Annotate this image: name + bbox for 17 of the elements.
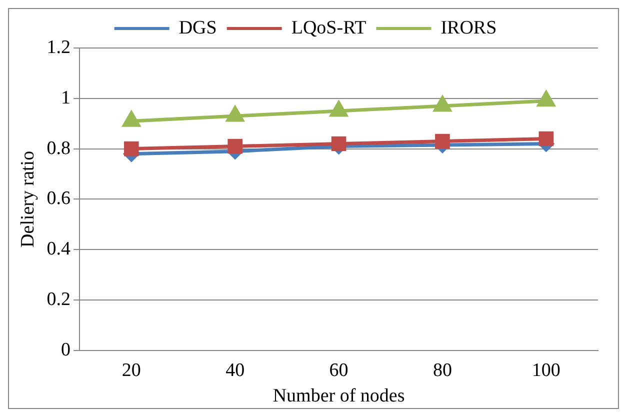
x-axis-title: Number of nodes: [272, 386, 405, 407]
y-tick-label: 0.6: [46, 188, 71, 210]
x-tick-label: 20: [122, 360, 141, 381]
y-tick-label: 0.2: [46, 288, 71, 310]
y-tick-label: 0: [61, 339, 71, 360]
x-tick-label: 40: [226, 360, 245, 381]
legend-label: IRORS: [440, 17, 497, 38]
y-tick-label: 0.8: [46, 138, 71, 159]
y-tick-label: 0.4: [46, 238, 72, 260]
legend-label: LQoS-RT: [291, 17, 367, 38]
x-tick-label: 100: [532, 360, 560, 381]
x-tick-label: 60: [329, 360, 348, 381]
y-tick-label: 1: [61, 87, 71, 108]
x-tick-label: 80: [432, 360, 452, 381]
legend-label: DGS: [178, 17, 217, 38]
y-tick-label: 1.2: [46, 36, 71, 58]
y-axis-title: Deliery ratio: [17, 150, 38, 248]
